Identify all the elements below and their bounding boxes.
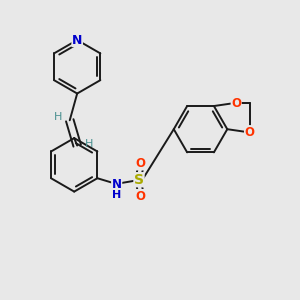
Text: O: O [231, 97, 241, 110]
Text: N: N [112, 178, 122, 191]
Text: O: O [136, 157, 146, 170]
Text: O: O [136, 190, 146, 202]
Text: H: H [85, 139, 93, 149]
Text: H: H [112, 190, 121, 200]
Text: S: S [134, 173, 144, 187]
Text: O: O [244, 126, 255, 139]
Text: N: N [72, 34, 83, 46]
Text: H: H [54, 112, 62, 122]
